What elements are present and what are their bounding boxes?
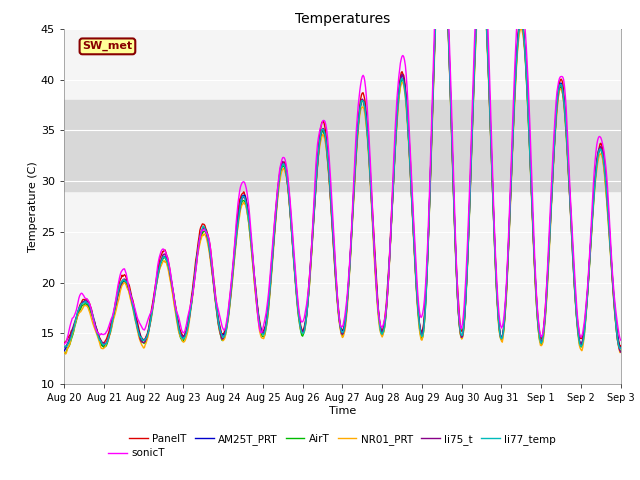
X-axis label: Time: Time bbox=[329, 406, 356, 416]
Legend: sonicT: sonicT bbox=[104, 444, 169, 463]
Y-axis label: Temperature (C): Temperature (C) bbox=[28, 161, 38, 252]
Bar bbox=[64, 100, 621, 191]
Title: Temperatures: Temperatures bbox=[295, 12, 390, 26]
Text: SW_met: SW_met bbox=[83, 41, 132, 51]
